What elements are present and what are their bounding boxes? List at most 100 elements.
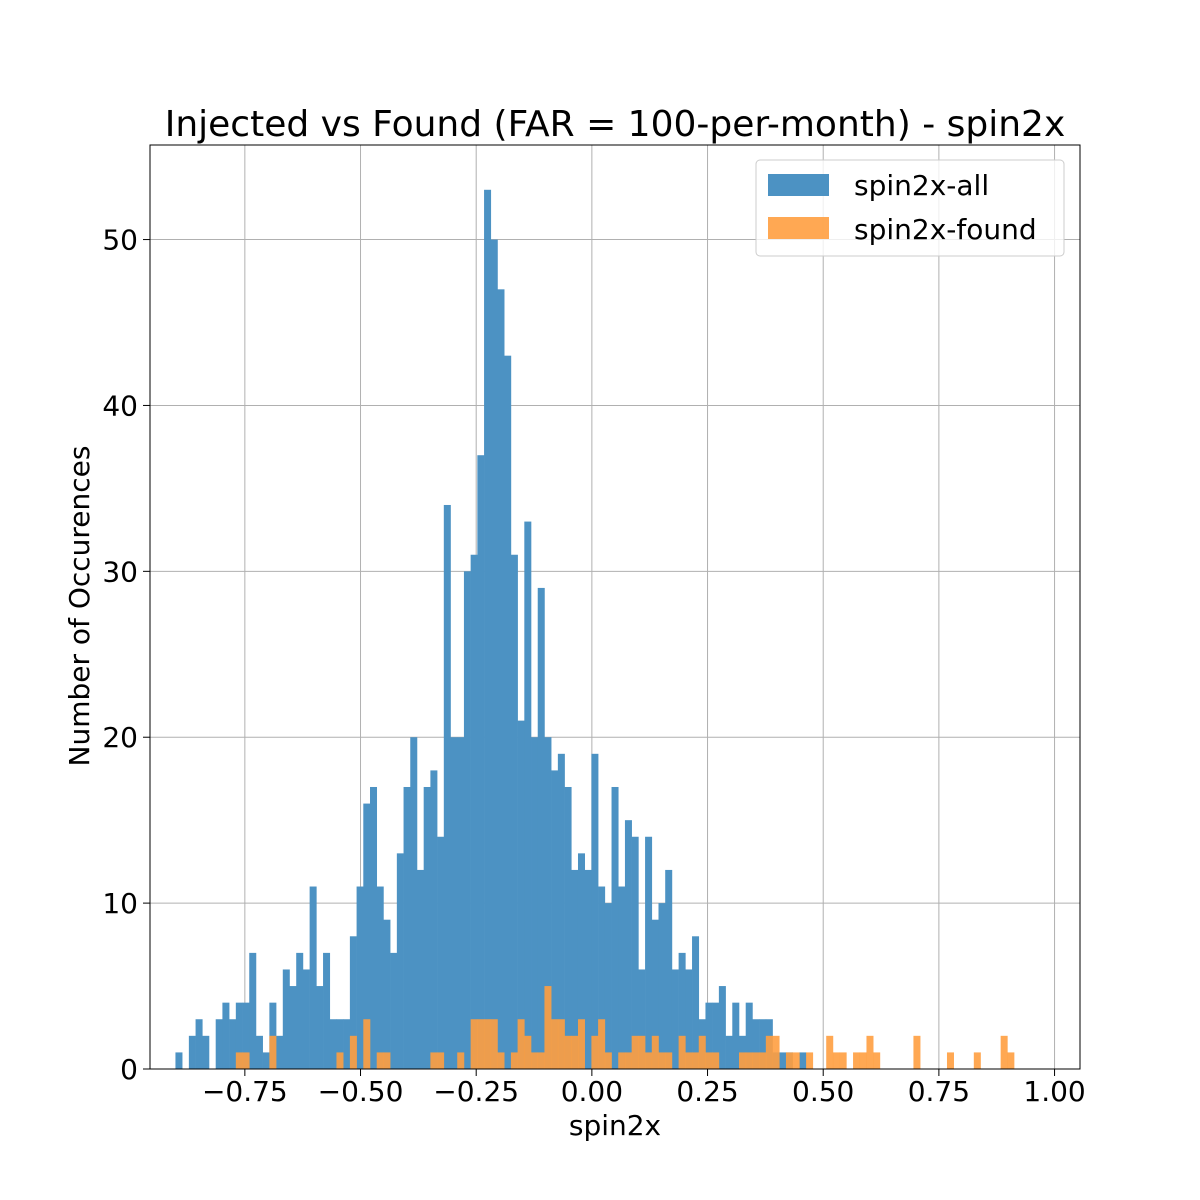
bar-spin2x-all xyxy=(531,737,539,1069)
bar-spin2x-all xyxy=(484,189,492,1070)
bar-spin2x-all xyxy=(370,786,378,1069)
bar-spin2x-all xyxy=(544,737,552,1069)
bar-spin2x-found xyxy=(242,1052,250,1069)
x-tick-label: −0.75 xyxy=(202,1075,288,1108)
bar-spin2x-all xyxy=(564,786,572,1069)
bar-spin2x-found xyxy=(490,1019,498,1069)
bar-spin2x-found xyxy=(705,1052,713,1069)
bar-spin2x-all xyxy=(188,1035,196,1069)
bar-spin2x-found xyxy=(531,1052,539,1069)
bar-spin2x-found xyxy=(645,1052,653,1069)
bar-spin2x-found xyxy=(477,1019,485,1069)
bar-spin2x-found xyxy=(544,986,552,1069)
bar-spin2x-all xyxy=(383,919,391,1069)
bar-spin2x-found xyxy=(524,1035,532,1069)
bar-spin2x-all xyxy=(577,853,585,1069)
bar-spin2x-all xyxy=(470,554,478,1069)
bar-spin2x-all xyxy=(450,737,458,1069)
bar-spin2x-all xyxy=(376,886,384,1069)
bar-spin2x-all xyxy=(349,936,357,1069)
bar-spin2x-found xyxy=(235,1052,243,1069)
bar-spin2x-all xyxy=(732,1002,740,1069)
bar-spin2x-all xyxy=(316,986,324,1069)
bar-spin2x-all xyxy=(604,903,612,1069)
bar-spin2x-all xyxy=(356,886,364,1069)
bar-spin2x-all xyxy=(598,886,606,1069)
bar-spin2x-found xyxy=(973,1052,981,1069)
bar-spin2x-all xyxy=(410,737,418,1069)
legend-label-spin2x-found: spin2x-found xyxy=(854,213,1037,246)
bar-spin2x-found xyxy=(517,1019,525,1069)
bar-spin2x-all xyxy=(282,969,290,1069)
y-tick-label: 20 xyxy=(102,721,138,754)
bar-spin2x-all xyxy=(497,289,505,1070)
bar-spin2x-found xyxy=(692,1052,700,1069)
bar-spin2x-found xyxy=(665,1052,673,1069)
bar-spin2x-found xyxy=(712,1052,720,1069)
bar-spin2x-all xyxy=(195,1019,203,1069)
bar-spin2x-all xyxy=(336,1019,344,1069)
bar-spin2x-found xyxy=(913,1035,921,1069)
bar-spin2x-found xyxy=(752,1052,760,1069)
bar-spin2x-all xyxy=(705,1002,713,1069)
bar-spin2x-all xyxy=(524,521,532,1069)
bar-spin2x-all xyxy=(323,952,331,1069)
bar-spin2x-found xyxy=(839,1052,847,1069)
bar-spin2x-found xyxy=(859,1052,867,1069)
y-tick-label: 30 xyxy=(102,555,138,588)
bar-spin2x-found xyxy=(437,1052,445,1069)
bar-spin2x-all xyxy=(651,919,659,1069)
bar-spin2x-found xyxy=(698,1035,706,1069)
bar-spin2x-all xyxy=(242,1002,250,1069)
bar-spin2x-found xyxy=(772,1035,780,1069)
x-tick-label: −0.25 xyxy=(433,1075,519,1108)
bar-spin2x-all xyxy=(685,969,693,1069)
bar-spin2x-found xyxy=(853,1052,861,1069)
bar-spin2x-all xyxy=(678,952,686,1069)
bar-spin2x-found xyxy=(510,1052,518,1069)
bar-spin2x-all xyxy=(671,969,679,1069)
bar-spin2x-found xyxy=(1007,1052,1015,1069)
bar-spin2x-all xyxy=(329,1019,337,1069)
bar-spin2x-all xyxy=(611,786,619,1069)
x-tick-label: −0.50 xyxy=(318,1075,404,1108)
bar-spin2x-all xyxy=(638,969,646,1069)
bar-spin2x-found xyxy=(551,1019,559,1069)
bar-spin2x-found xyxy=(577,1019,585,1069)
bar-spin2x-all xyxy=(289,986,297,1069)
bar-spin2x-found xyxy=(685,1052,693,1069)
bar-spin2x-all xyxy=(175,1052,183,1069)
bar-spin2x-found xyxy=(598,1019,606,1069)
bar-spin2x-all xyxy=(692,936,700,1069)
bar-spin2x-found xyxy=(651,1035,659,1069)
bar-spin2x-found xyxy=(739,1052,747,1069)
bar-spin2x-found xyxy=(618,1052,626,1069)
bar-spin2x-all xyxy=(276,1035,284,1069)
bar-spin2x-all xyxy=(396,853,404,1069)
bar-spin2x-all xyxy=(752,1019,760,1069)
y-axis-label: Number of Occurences xyxy=(63,446,96,767)
bar-spin2x-found xyxy=(363,1019,371,1069)
y-tick-label: 10 xyxy=(102,887,138,920)
chart-title: Injected vs Found (FAR = 100-per-month) … xyxy=(165,104,1066,145)
bar-spin2x-found xyxy=(336,1052,344,1069)
bar-spin2x-all xyxy=(343,1019,351,1069)
bar-spin2x-all xyxy=(235,1002,243,1069)
bar-spin2x-all xyxy=(309,886,317,1069)
bar-spin2x-found xyxy=(497,1052,505,1069)
bar-spin2x-found xyxy=(430,1052,438,1069)
bar-spin2x-all xyxy=(618,886,626,1069)
x-tick-label: 0.00 xyxy=(561,1075,623,1108)
legend-swatch-spin2x-all xyxy=(768,174,829,196)
y-tick-label: 50 xyxy=(102,224,138,257)
bar-spin2x-found xyxy=(792,1052,800,1069)
bar-spin2x-all xyxy=(504,355,512,1069)
series-spin2x-all xyxy=(175,189,807,1070)
x-tick-label: 1.00 xyxy=(1023,1075,1085,1108)
bar-spin2x-all xyxy=(624,820,632,1069)
legend: spin2x-all spin2x-found xyxy=(755,159,1065,257)
bar-spin2x-found xyxy=(873,1052,881,1069)
y-tick-label: 40 xyxy=(102,389,138,422)
bar-spin2x-all xyxy=(390,952,398,1069)
bar-spin2x-all xyxy=(517,720,525,1069)
